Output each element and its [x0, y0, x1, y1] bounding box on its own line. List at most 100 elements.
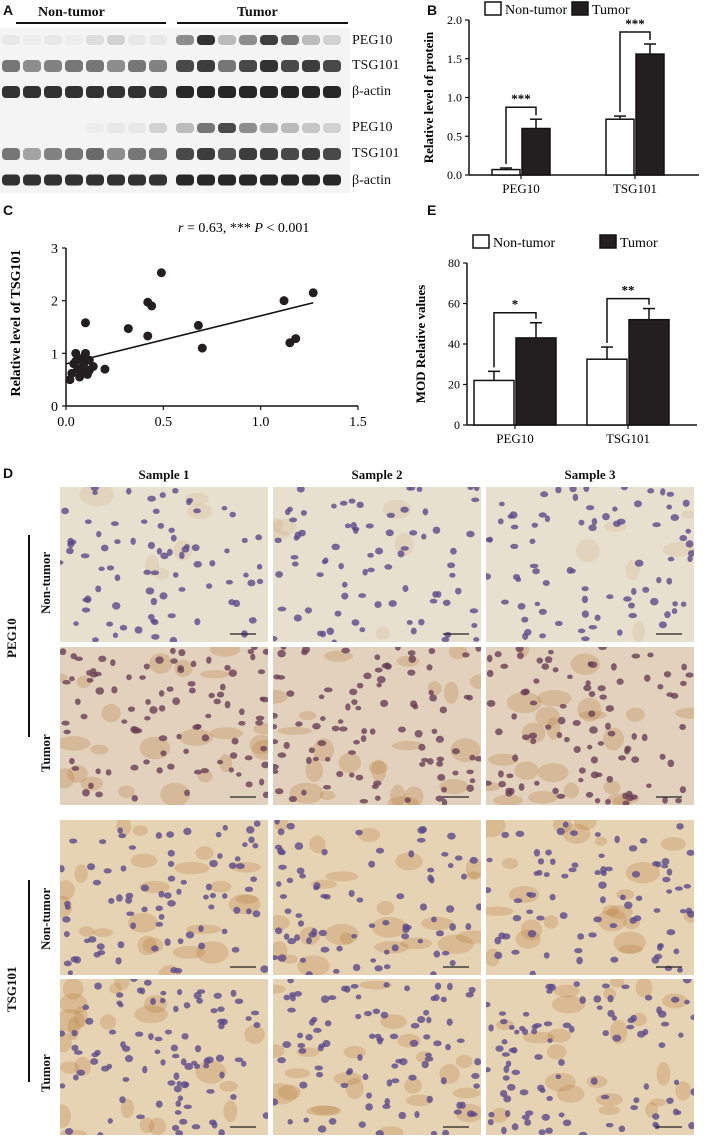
nucleus — [409, 1039, 419, 1047]
nucleus — [374, 965, 383, 972]
nucleus — [224, 664, 231, 671]
nucleus — [564, 736, 570, 743]
nucleus — [115, 957, 122, 965]
nucleus — [585, 791, 594, 798]
nucleus — [351, 699, 358, 705]
nucleus — [295, 721, 303, 727]
nucleus — [530, 737, 537, 745]
nucleus — [500, 663, 509, 669]
nucleus — [181, 1033, 189, 1040]
nucleus — [155, 832, 162, 839]
nucleus — [459, 1101, 466, 1109]
nucleus — [334, 610, 342, 617]
nucleus — [194, 1045, 202, 1053]
nucleus — [88, 782, 94, 789]
stain — [228, 893, 261, 915]
nucleus — [294, 991, 302, 997]
stain — [595, 1093, 624, 1106]
nucleus — [120, 865, 127, 872]
nucleus — [605, 705, 615, 712]
nucleus — [518, 783, 525, 791]
nucleus — [620, 487, 628, 491]
stain — [339, 932, 354, 945]
blot-label-tsg101-1: TSG101 — [352, 58, 400, 73]
nucleus — [180, 879, 187, 885]
blot-band — [128, 174, 146, 186]
blot-band — [149, 123, 167, 133]
nucleus — [143, 663, 150, 670]
nucleus — [147, 614, 155, 620]
ihc-peg10-bar — [28, 535, 30, 737]
nucleus — [172, 697, 181, 705]
nucleus — [519, 1089, 529, 1096]
nucleus — [286, 690, 295, 697]
nucleus — [506, 773, 514, 779]
nucleus — [520, 689, 529, 696]
nucleus — [283, 994, 291, 1001]
nucleus — [83, 938, 90, 944]
stain — [325, 871, 359, 882]
stain — [404, 1077, 422, 1094]
nucleus — [552, 787, 559, 795]
nucleus — [193, 769, 202, 775]
stain — [244, 1024, 265, 1045]
nucleus — [507, 1083, 516, 1091]
stain — [76, 675, 92, 688]
nucleus — [95, 791, 103, 798]
nucleus — [427, 874, 434, 882]
nucleus — [397, 550, 405, 558]
nucleus — [630, 1105, 638, 1111]
nucleus — [349, 772, 355, 778]
legend-swatch-nontumor — [472, 234, 490, 249]
stain — [343, 1046, 366, 1059]
blot-band — [44, 35, 62, 45]
nucleus — [299, 1081, 308, 1089]
nucleus — [166, 831, 175, 838]
nucleus — [581, 636, 590, 642]
nucleus — [236, 772, 242, 777]
nucleus — [672, 1108, 679, 1116]
stain — [632, 620, 646, 642]
stain — [577, 697, 602, 722]
nucleus — [277, 606, 287, 612]
stain — [404, 786, 424, 805]
nucleus — [407, 650, 416, 656]
stain — [681, 510, 694, 519]
nucleus — [513, 898, 523, 904]
nucleus — [374, 601, 382, 609]
nucleus — [678, 1032, 684, 1038]
nucleus — [541, 663, 550, 670]
nucleus — [422, 508, 429, 516]
nucleus — [440, 1077, 447, 1085]
nucleus — [193, 508, 201, 514]
nucleus — [198, 925, 204, 933]
nucleus — [365, 1103, 373, 1111]
nucleus — [219, 683, 226, 691]
blot-band — [23, 123, 41, 133]
nucleus — [297, 1032, 304, 1039]
nucleus — [451, 748, 460, 755]
nucleus — [260, 696, 268, 703]
y-tick-label: 20 — [448, 378, 460, 392]
nucleus — [205, 1056, 214, 1064]
nucleus — [682, 499, 690, 507]
significance-bracket — [493, 311, 537, 368]
nucleus — [163, 892, 172, 899]
nucleus — [96, 943, 105, 950]
stain — [209, 727, 243, 740]
blot-label-actin-1: β-actin — [352, 84, 391, 99]
blot-band — [65, 60, 83, 72]
nucleus — [114, 574, 121, 582]
legend-swatch-tumor — [599, 234, 617, 249]
stain — [109, 982, 122, 994]
nucleus — [208, 904, 215, 910]
nucleus — [71, 766, 80, 771]
nucleus — [348, 889, 355, 898]
nucleus — [409, 530, 418, 536]
nucleus — [130, 537, 136, 545]
nucleus — [284, 908, 292, 914]
nucleus — [215, 831, 222, 838]
nucleus — [494, 651, 502, 658]
nucleus — [97, 1132, 104, 1135]
stain — [273, 530, 291, 540]
